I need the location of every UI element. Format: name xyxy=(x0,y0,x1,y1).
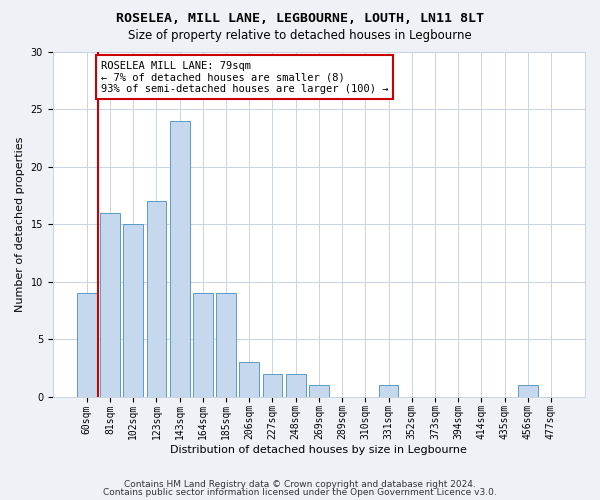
Bar xyxy=(146,201,166,396)
Bar xyxy=(518,385,538,396)
Bar xyxy=(216,293,236,397)
Bar xyxy=(100,212,120,396)
Bar xyxy=(124,224,143,396)
Bar xyxy=(309,385,329,396)
Bar xyxy=(263,374,283,396)
Y-axis label: Number of detached properties: Number of detached properties xyxy=(15,136,25,312)
Text: ROSELEA MILL LANE: 79sqm
← 7% of detached houses are smaller (8)
93% of semi-det: ROSELEA MILL LANE: 79sqm ← 7% of detache… xyxy=(101,60,388,94)
Bar xyxy=(239,362,259,396)
Bar xyxy=(286,374,305,396)
Bar xyxy=(379,385,398,396)
Bar xyxy=(193,293,213,397)
Text: Contains HM Land Registry data © Crown copyright and database right 2024.: Contains HM Land Registry data © Crown c… xyxy=(124,480,476,489)
X-axis label: Distribution of detached houses by size in Legbourne: Distribution of detached houses by size … xyxy=(170,445,467,455)
Text: ROSELEA, MILL LANE, LEGBOURNE, LOUTH, LN11 8LT: ROSELEA, MILL LANE, LEGBOURNE, LOUTH, LN… xyxy=(116,12,484,26)
Text: Size of property relative to detached houses in Legbourne: Size of property relative to detached ho… xyxy=(128,29,472,42)
Bar xyxy=(170,120,190,396)
Bar xyxy=(77,293,97,397)
Text: Contains public sector information licensed under the Open Government Licence v3: Contains public sector information licen… xyxy=(103,488,497,497)
